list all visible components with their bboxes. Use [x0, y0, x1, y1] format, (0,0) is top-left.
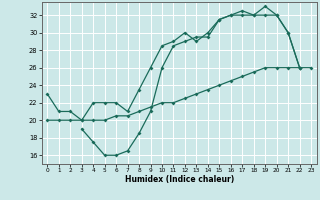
X-axis label: Humidex (Indice chaleur): Humidex (Indice chaleur)	[124, 175, 234, 184]
